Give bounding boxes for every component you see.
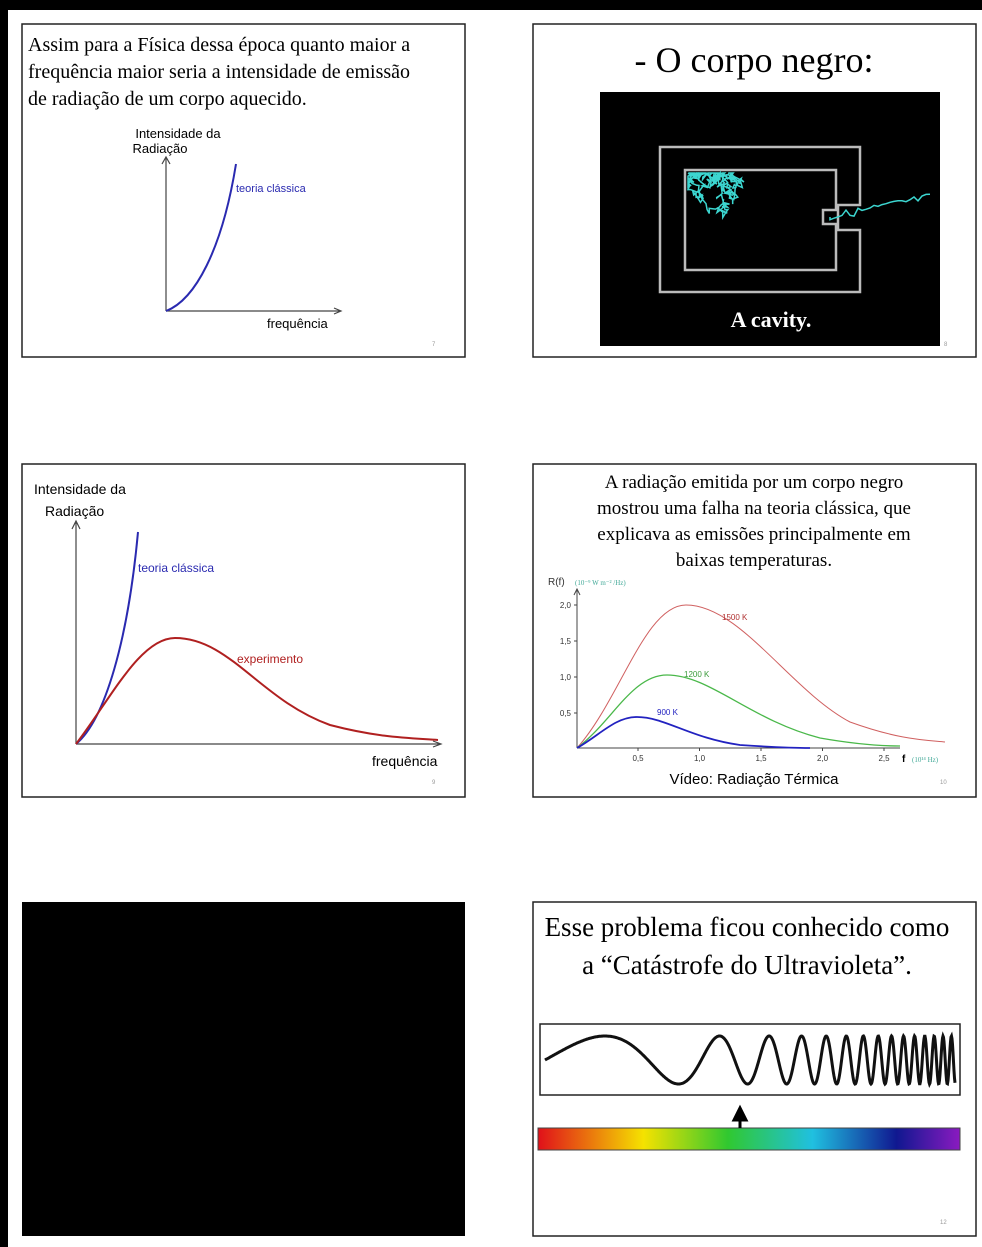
slide-text: de radiação de um corpo aquecido. <box>28 88 307 110</box>
x-tick-label: 2,0 <box>817 754 829 763</box>
slide-text: baixas temperaturas. <box>676 550 832 571</box>
slide-9: Intensidade da Radiação teoria clássica … <box>22 464 465 797</box>
y-tick-label: 0,5 <box>560 709 572 718</box>
curve-label: 1200 K <box>684 670 710 679</box>
curve-label: teoria clássica <box>138 561 214 575</box>
slide-12: Esse problema ficou conhecido como a “Ca… <box>533 902 976 1236</box>
image-caption: A cavity. <box>731 307 812 332</box>
y-tick-label: 2,0 <box>560 601 572 610</box>
x-axis-units: (10¹⁴ Hz) <box>912 756 939 764</box>
x-axis-label: frequência <box>372 753 438 769</box>
spectrum-bar <box>538 1128 960 1150</box>
slide-7: Assim para a Física dessa época quanto m… <box>22 24 465 357</box>
x-tick-label: 1,5 <box>755 754 767 763</box>
y-tick-label: 1,0 <box>560 673 572 682</box>
top-border <box>0 0 982 10</box>
y-axis-label: Radiação <box>45 503 104 519</box>
x-axis-label: frequência <box>267 316 328 331</box>
y-tick-label: 1,5 <box>560 637 572 646</box>
left-border <box>0 0 8 1247</box>
x-tick-label: 0,5 <box>632 754 644 763</box>
x-tick-label: 1,0 <box>694 754 706 763</box>
curve-label: 1500 K <box>722 613 748 622</box>
slide-text: explicava as emissões principalmente em <box>597 524 911 545</box>
curve-label: teoria clássica <box>236 183 307 195</box>
y-axis-label: Intensidade da <box>34 481 126 497</box>
video-link: Vídeo: Radiação Térmica <box>670 771 840 788</box>
slide-text: A radiação emitida por um corpo negro <box>605 472 904 493</box>
slide-title: - O corpo negro: <box>635 40 874 80</box>
slide-blank <box>22 902 465 1236</box>
slide-text: frequência maior seria a intensidade de … <box>28 61 410 83</box>
slide-text: mostrou uma falha na teoria clássica, qu… <box>597 498 911 519</box>
y-axis-label: Radiação <box>133 141 188 156</box>
slide-text: Esse problema ficou conhecido como <box>545 912 950 942</box>
slide-text: a “Catástrofe do Ultravioleta”. <box>582 950 912 980</box>
slide-10: A radiação emitida por um corpo negro mo… <box>533 464 976 797</box>
y-axis-units: (10⁻⁹ W m⁻² /Hz) <box>575 579 626 587</box>
x-tick-label: 2,5 <box>878 754 890 763</box>
curve-label: experimento <box>237 652 303 666</box>
curve-label: 900 K <box>657 708 679 717</box>
slide-text: Assim para a Física dessa época quanto m… <box>28 34 410 56</box>
handout-page: Assim para a Física dessa época quanto m… <box>0 0 982 1247</box>
y-axis-label: Intensidade da <box>135 126 221 141</box>
slide-number: 12 <box>940 1220 947 1226</box>
y-axis-label: R(f) <box>548 577 565 588</box>
slide-number: 10 <box>940 780 947 786</box>
slide-8: - O corpo negro: A cavity. 8 <box>533 24 976 357</box>
